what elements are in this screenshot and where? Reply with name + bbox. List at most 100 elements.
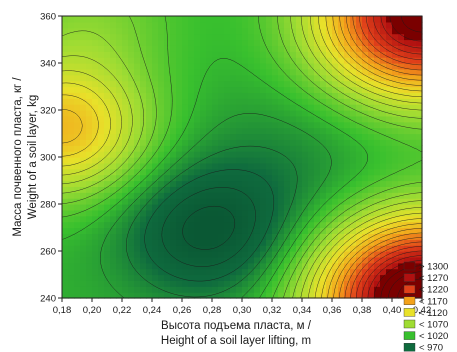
contour-cell <box>266 227 273 234</box>
contour-cell <box>386 233 393 240</box>
contour-cell <box>218 39 225 46</box>
contour-cell <box>170 98 177 105</box>
contour-cell <box>320 198 327 205</box>
contour-cell <box>218 256 225 264</box>
contour-cell <box>92 198 99 205</box>
contour-cell <box>182 204 189 211</box>
contour-cell <box>392 174 399 182</box>
contour-cell <box>398 57 405 64</box>
contour-cell <box>278 233 285 240</box>
contour-cell <box>248 174 255 182</box>
contour-cell <box>356 104 363 111</box>
contour-cell <box>398 215 405 223</box>
contour-cell <box>230 74 237 82</box>
contour-cell <box>374 251 381 258</box>
contour-cell <box>158 115 165 123</box>
contour-cell <box>380 280 387 287</box>
contour-cell <box>206 92 213 99</box>
contour-cell <box>122 251 129 258</box>
contour-cell <box>194 186 201 193</box>
contour-cell <box>404 215 411 223</box>
contour-cell <box>320 68 327 76</box>
contour-cell <box>344 227 351 234</box>
contour-cell <box>146 110 153 117</box>
contour-cell <box>182 68 189 76</box>
contour-cell <box>200 63 207 70</box>
contour-cell <box>206 286 213 293</box>
contour-cell <box>308 180 315 187</box>
contour-cell <box>386 215 393 223</box>
contour-cell <box>230 204 237 211</box>
contour-cell <box>260 57 267 64</box>
contour-cell <box>182 16 189 23</box>
legend-label: < 970 <box>419 343 443 352</box>
contour-cell <box>170 45 177 52</box>
contour-cell <box>416 221 423 229</box>
contour-cell <box>206 215 213 223</box>
contour-cell <box>356 145 363 152</box>
contour-cell <box>122 80 129 88</box>
contour-cell <box>218 221 225 229</box>
contour-cell <box>68 292 75 299</box>
contour-cell <box>212 245 219 252</box>
contour-cell <box>308 151 315 158</box>
contour-cell <box>104 227 111 234</box>
contour-cell <box>206 57 213 64</box>
contour-cell <box>152 74 159 82</box>
contour-cell <box>80 262 87 270</box>
contour-cell <box>236 16 243 23</box>
contour-cell <box>68 98 75 105</box>
contour-cell <box>152 180 159 187</box>
contour-cell <box>230 33 237 41</box>
contour-cell <box>110 180 117 187</box>
contour-cell <box>98 57 105 64</box>
contour-cell <box>92 280 99 287</box>
contour-cell <box>92 221 99 229</box>
contour-cell <box>68 209 75 217</box>
contour-cell <box>302 127 309 135</box>
contour-cell <box>140 209 147 217</box>
contour-cell <box>260 274 267 281</box>
contour-cell <box>176 209 183 217</box>
contour-cell <box>248 280 255 287</box>
contour-cell <box>230 256 237 264</box>
contour-cell <box>242 104 249 111</box>
contour-cell <box>254 98 261 105</box>
contour-cell <box>80 51 87 58</box>
contour-cell <box>224 68 231 76</box>
contour-cell <box>398 63 405 70</box>
contour-cell <box>290 92 297 99</box>
contour-cell <box>386 39 393 46</box>
contour-cell <box>260 63 267 70</box>
contour-cell <box>206 227 213 234</box>
contour-cell <box>320 21 327 29</box>
contour-cell <box>164 80 171 88</box>
contour-cell <box>62 162 69 170</box>
contour-cell <box>278 121 285 129</box>
contour-cell <box>146 262 153 270</box>
contour-cell <box>410 180 417 187</box>
contour-cell <box>128 204 135 211</box>
contour-cell <box>170 110 177 117</box>
contour-cell <box>92 39 99 46</box>
contour-cell <box>368 74 375 82</box>
contour-cell <box>128 33 135 41</box>
contour-cell <box>188 245 195 252</box>
contour-cell <box>398 180 405 187</box>
contour-cell <box>236 174 243 182</box>
contour-cell <box>218 192 225 199</box>
contour-cell <box>386 162 393 170</box>
contour-cell <box>362 145 369 152</box>
contour-cell <box>302 239 309 246</box>
contour-cell <box>242 274 249 281</box>
contour-cell <box>134 192 141 199</box>
contour-cell <box>278 262 285 270</box>
contour-cell <box>140 256 147 264</box>
x-tick-label: 0,18 <box>53 305 72 316</box>
legend-swatch <box>403 273 416 282</box>
contour-cell <box>152 209 159 217</box>
contour-cell <box>290 280 297 287</box>
contour-cell <box>140 139 147 146</box>
y-tick-label: 300 <box>40 153 56 164</box>
contour-cell <box>284 221 291 229</box>
